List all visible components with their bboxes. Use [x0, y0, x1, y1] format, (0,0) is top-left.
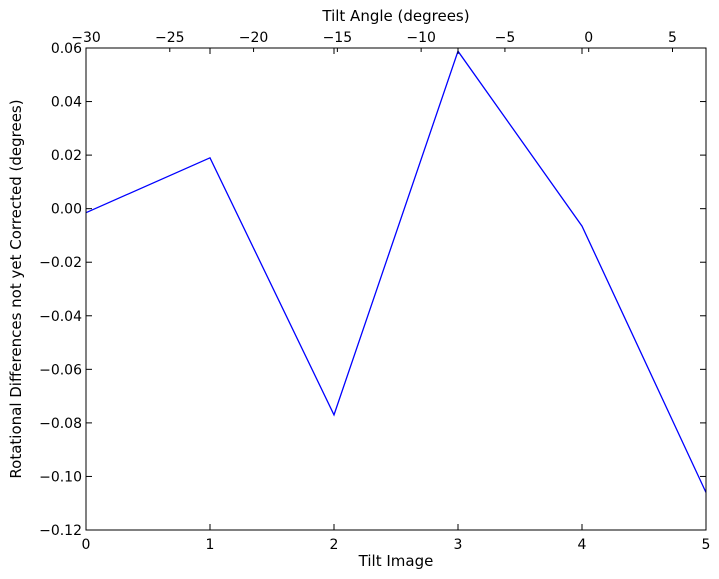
x-tick-label: 2: [330, 537, 339, 553]
y-tick-label: −0.08: [39, 416, 82, 432]
top-tick-label: −25: [155, 30, 185, 46]
x-tick-label: 1: [206, 537, 215, 553]
x-tick-label: 4: [578, 537, 587, 553]
series-line-0: [85, 49, 707, 493]
y-axis-title: Rotational Differences not yet Corrected…: [7, 99, 25, 478]
top-tick-label: −10: [406, 30, 436, 46]
top-x-axis-title: Tilt Angle (degrees): [321, 7, 469, 25]
y-tick-label: 0.00: [51, 202, 82, 218]
plot-frame: [85, 47, 707, 531]
x-tick-label: 3: [454, 537, 463, 553]
y-tick-label: −0.10: [39, 469, 82, 485]
y-tick-label: 0.06: [51, 41, 82, 57]
top-tick-label: −5: [495, 30, 516, 46]
y-tick-label: 0.02: [51, 148, 82, 164]
y-tick-label: −0.12: [39, 523, 82, 539]
x-tick-label: 5: [702, 537, 711, 553]
y-axis: 0.06 0.04 0.02 0.00 −0.02 −0.04 −0.06 −0.08 −0.1…: [39, 41, 706, 539]
y-tick-label: 0.04: [51, 95, 82, 111]
x-tick-label: 0: [82, 537, 91, 553]
x-axis-title: Tilt Image: [358, 552, 434, 570]
y-tick-label: −0.04: [39, 309, 82, 325]
top-tick-label: −15: [323, 30, 353, 46]
top-tick-label: 0: [584, 30, 593, 46]
plot-area: [85, 47, 707, 531]
y-tick-label: −0.02: [39, 255, 82, 271]
top-tick-label: −30: [71, 30, 101, 46]
top-tick-label: −20: [239, 30, 269, 46]
top-tick-label: 5: [668, 30, 677, 46]
y-tick-label: −0.06: [39, 362, 82, 378]
top-x-axis: −30 −25 −20 −15 −10 −5 0 5: [71, 30, 677, 52]
bottom-x-axis: 0 1 2 3 4 5: [82, 48, 711, 553]
